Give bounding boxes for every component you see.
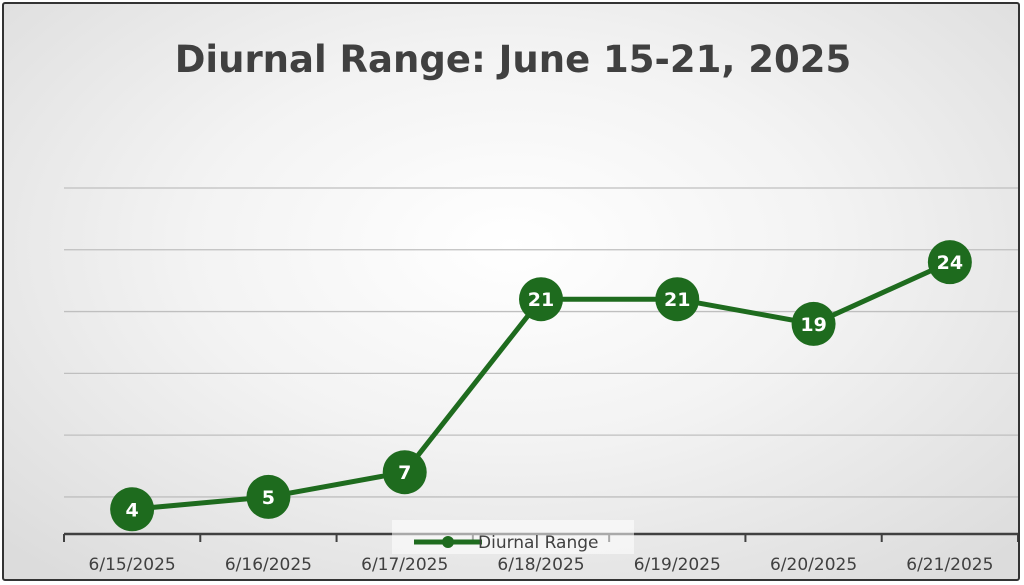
chart-title: Diurnal Range: June 15-21, 2025 [175,38,852,81]
data-point [519,277,563,322]
x-tick-label: 6/18/2025 [497,555,584,575]
data-label: 21 [528,289,554,311]
data-label: 21 [664,289,690,311]
legend-label: Diurnal Range [478,533,598,553]
data-label: 24 [937,252,963,274]
data-point [246,474,291,519]
data-labels: 4 5 7 21 21 19 24 [126,252,964,521]
series-diurnal-range [110,240,972,532]
legend: Diurnal Range [392,520,634,554]
data-label: 19 [800,314,826,336]
x-tick-label: 6/20/2025 [770,555,857,575]
data-point [110,487,155,532]
data-label: 5 [262,487,275,509]
data-label: 4 [126,499,139,521]
x-tick-label: 6/19/2025 [634,555,721,575]
x-axis: 6/15/2025 6/16/2025 6/17/2025 6/18/2025 6/19… [63,532,1018,575]
gridlines [64,187,1018,498]
legend-box [392,520,634,554]
x-tick-label: 6/15/2025 [89,555,176,575]
data-point [927,240,972,285]
x-tick-label: 6/21/2025 [906,555,993,575]
chart-svg: Diurnal Range: June 15-21, 2025 6/15/202… [63,38,1018,575]
x-tick-label: 6/16/2025 [225,555,312,575]
x-tick-label: 6/17/2025 [361,555,448,575]
data-point [655,277,700,322]
data-point [791,301,836,346]
data-point [382,450,427,495]
data-label: 7 [398,462,411,484]
legend-point-marker [442,536,454,548]
